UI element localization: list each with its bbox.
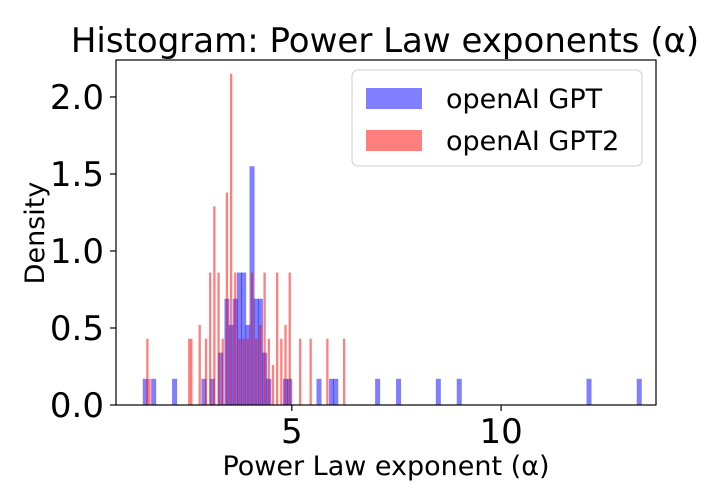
legend-label-openai-gpt: openAI GPT [446, 84, 603, 115]
series-1-bar-21 [271, 364, 275, 405]
series-0-bar-2 [172, 378, 178, 405]
series-1-bar-29 [342, 338, 346, 405]
legend: openAI GPT openAI GPT2 [351, 69, 643, 167]
series-1-bar-25 [288, 272, 291, 405]
x-axis-label: Power Law exponent (α) [222, 451, 549, 482]
series-1-bar-7 [213, 206, 216, 405]
series-1-bar-1 [148, 378, 151, 405]
series-1-bar-5 [204, 338, 208, 405]
series-1-bar-20 [267, 338, 270, 405]
series-0-bar-5 [218, 352, 224, 405]
y-axis-label: Density [20, 182, 51, 285]
series-1-bar-28 [326, 338, 329, 405]
series-1-bar-23 [280, 338, 283, 405]
series-1 [146, 73, 346, 406]
series-0-bar-1 [151, 378, 157, 405]
legend-frame [351, 69, 643, 167]
series-1-bar-2 [188, 338, 191, 405]
series-1-bar-13 [238, 338, 241, 405]
series-0-bar-22 [375, 378, 381, 405]
legend-swatch-openai-gpt [366, 88, 422, 109]
series-0-bar-21 [333, 378, 339, 405]
series-0-bar-23 [396, 378, 402, 405]
series-1-bar-22 [276, 272, 279, 405]
series-1-bar-19 [263, 272, 266, 405]
series-1-bar-24 [284, 324, 287, 405]
series-1-bar-4 [198, 324, 201, 405]
series-1-bar-10 [225, 192, 229, 405]
series-0-bar-20 [329, 378, 335, 405]
series-1-bar-17 [255, 338, 258, 405]
series-0-bar-4 [209, 378, 215, 405]
plot-area-frame [115, 59, 657, 406]
y-tick-label: 1.0 [50, 232, 104, 272]
series-1-bar-0 [146, 338, 149, 405]
series-1-bar-16 [250, 272, 254, 405]
bars-layer [142, 73, 642, 406]
series-1-bar-12 [234, 272, 237, 405]
x-tick-label: 10 [479, 412, 522, 452]
legend-swatch-openai-gpt2 [366, 130, 422, 151]
series-1-bar-18 [259, 324, 262, 405]
series-1-bar-14 [242, 338, 245, 405]
y-tick-label: 0.5 [50, 309, 104, 349]
y-tick-label: 2.0 [50, 78, 104, 118]
series-1-bar-27 [309, 338, 312, 405]
x-axis-ticks: 5 10 [281, 405, 523, 452]
series-0-bar-19 [316, 378, 322, 405]
legend-label-openai-gpt2: openAI GPT2 [446, 126, 619, 157]
series-0-bar-26 [586, 378, 592, 405]
x-tick-label: 5 [281, 412, 303, 452]
series-0-bar-3 [201, 378, 207, 405]
y-tick-label: 0.0 [50, 386, 104, 426]
series-1-bar-6 [209, 272, 212, 405]
y-tick-label: 1.5 [50, 155, 104, 195]
series-0-bar-0 [142, 378, 148, 405]
series-0-bar-25 [456, 378, 462, 405]
series-1-bar-15 [246, 338, 250, 405]
chart-title: Histogram: Power Law exponents (α) [71, 21, 699, 61]
series-1-bar-9 [221, 338, 224, 405]
series-0-bar-27 [636, 378, 642, 405]
y-axis-ticks: 0.0 0.5 1.0 1.5 2.0 [50, 78, 116, 426]
series-0-bar-24 [435, 378, 441, 405]
series-1-bar-3 [190, 338, 193, 405]
series-1-bar-8 [217, 272, 220, 405]
series-1-bar-11 [229, 73, 233, 406]
series-1-bar-26 [299, 338, 302, 405]
